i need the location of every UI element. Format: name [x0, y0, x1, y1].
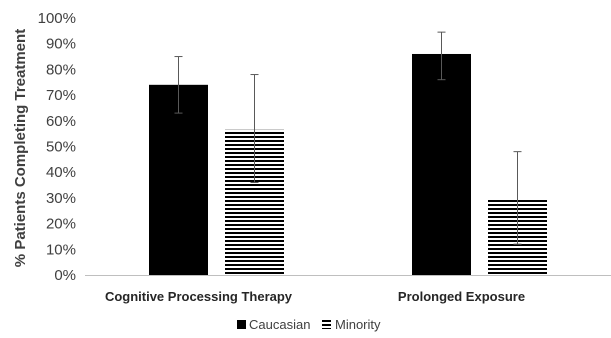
legend-swatch-minority: [322, 320, 331, 329]
category-label: Prolonged Exposure: [398, 289, 525, 304]
y-tick-label: 100%: [38, 10, 76, 27]
bar-caucasian-0: [149, 84, 208, 275]
y-tick-label: 30%: [46, 190, 76, 207]
y-tick-label: 0%: [54, 267, 76, 284]
legend-swatch-caucasian: [237, 320, 246, 329]
category-labels: Cognitive Processing Therapy Prolonged Ex…: [105, 289, 525, 304]
error-bars: [174, 31, 522, 245]
y-tick-label: 20%: [46, 216, 76, 233]
bars: [149, 53, 547, 276]
y-axis-label: % Patients Completing Treatment: [12, 29, 29, 267]
y-tick-label: 80%: [46, 61, 76, 78]
y-tick-label: 90%: [46, 36, 76, 53]
bar-caucasian-1: [412, 53, 471, 276]
y-tick-label: 60%: [46, 113, 76, 130]
category-label: Cognitive Processing Therapy: [105, 289, 293, 304]
legend: Caucasian Minority: [237, 317, 381, 332]
legend-label-caucasian: Caucasian: [249, 317, 310, 332]
y-tick-label: 40%: [46, 164, 76, 181]
legend-label-minority: Minority: [335, 317, 381, 332]
y-tick-label: 70%: [46, 87, 76, 104]
y-tick-label: 50%: [46, 139, 76, 156]
y-tick-label: 10%: [46, 241, 76, 258]
y-axis-ticks: 0% 10% 20% 30% 40% 50% 60% 70% 80% 90% 100%: [38, 10, 76, 284]
